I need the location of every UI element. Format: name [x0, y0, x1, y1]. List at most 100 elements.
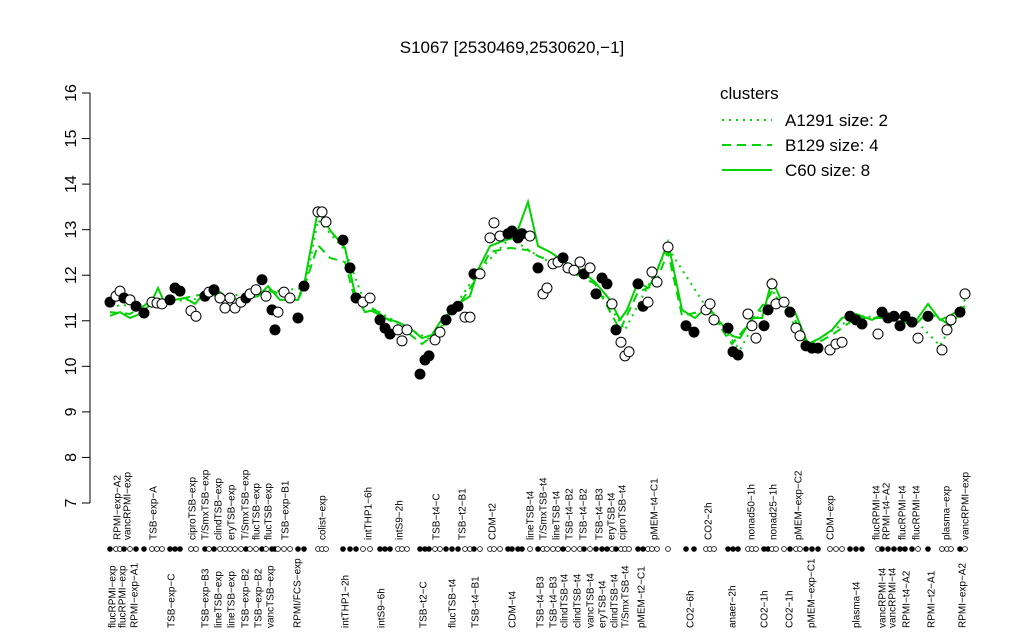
point — [506, 225, 518, 237]
x-tick-label: intS9−6h — [377, 588, 388, 628]
point — [766, 278, 778, 290]
rug-marker — [227, 546, 233, 552]
point — [688, 326, 700, 338]
x-tick-label: TSB−exp−B2 — [241, 568, 252, 628]
point — [524, 230, 536, 242]
rug-marker — [691, 546, 697, 552]
x-tick-label: intTHP1−6h — [364, 487, 375, 540]
rug-marker — [839, 546, 845, 552]
rug-marker — [859, 546, 865, 552]
rug-marker — [833, 546, 839, 552]
x-tick-label: eryTSB−t4 — [598, 580, 609, 628]
rug-marker — [188, 546, 194, 552]
point — [292, 312, 304, 324]
point — [590, 288, 602, 300]
rug-marker — [275, 546, 281, 552]
x-tick-label: clindTSB−t4 — [610, 573, 621, 628]
x-tick-label: RPMI−exp−A2 — [113, 475, 124, 540]
rug-marker — [432, 546, 438, 552]
rug-marker — [193, 546, 199, 552]
point — [574, 256, 586, 268]
point — [750, 332, 762, 344]
rug-marker — [247, 546, 253, 552]
point — [732, 349, 744, 361]
x-tick-label: anaer−2h — [728, 585, 739, 628]
x-tick-label: CDM−t4 — [508, 591, 519, 628]
rug-marker — [287, 546, 293, 552]
rug-marker — [649, 546, 655, 552]
point — [784, 306, 796, 318]
rug-marker — [885, 546, 891, 552]
rug-marker — [477, 546, 483, 552]
rug-marker — [238, 546, 244, 552]
rug-marker — [127, 546, 133, 552]
rug-marker — [426, 546, 432, 552]
point — [320, 216, 332, 228]
rug-marker — [437, 546, 443, 552]
rug-marker — [948, 546, 954, 552]
x-tick-label: CO2−2h — [704, 502, 715, 540]
point — [474, 268, 486, 280]
rug-marker — [141, 546, 147, 552]
cluster-line — [109, 243, 966, 350]
x-tick-label: TSB−exp−B3 — [201, 568, 212, 628]
rug-marker — [387, 546, 393, 552]
rug-marker — [177, 546, 183, 552]
x-tick-label: nonad25−1h — [769, 484, 780, 540]
x-tick-label: pMEM−exp−C2 — [794, 470, 805, 540]
rug-marker — [773, 546, 779, 552]
y-tick-label: 16 — [63, 84, 80, 102]
point — [214, 292, 226, 304]
point — [557, 252, 569, 264]
rug-marker — [497, 546, 503, 552]
x-tick-label: flucRPMI−t4 — [898, 485, 909, 540]
rug-marker — [211, 546, 217, 552]
x-tick-label: plasma−exp — [942, 485, 953, 540]
point — [708, 314, 720, 326]
point — [610, 324, 622, 336]
rug-marker — [347, 546, 353, 552]
rug-marker — [560, 546, 566, 552]
rug-marker — [491, 546, 497, 552]
point — [778, 296, 790, 308]
rug-marker — [781, 546, 787, 552]
x-tick-label: TSB−t4−B3 — [536, 576, 547, 628]
point — [396, 335, 408, 347]
x-tick-label: TSB−exp−B1 — [281, 480, 292, 540]
rug-marker — [404, 546, 410, 552]
x-tick-label: plasma−t4 — [852, 581, 863, 628]
point — [722, 322, 734, 334]
rug-marker — [323, 546, 329, 552]
x-tick-label: flucRPMI−exp — [108, 565, 119, 628]
rug-marker — [455, 546, 461, 552]
x-tick-label: eryTSB−exp — [227, 484, 238, 540]
legend-label: B129 size: 4 — [785, 136, 879, 155]
x-tick-label: T/SmxTSB−exp — [241, 469, 252, 540]
chart-title: S1067 [2530469,2530620,−1] — [400, 38, 625, 57]
rug-marker — [939, 546, 945, 552]
rug-marker — [847, 546, 853, 552]
point — [899, 310, 911, 322]
point — [452, 300, 464, 312]
rug-marker — [295, 546, 301, 552]
rug-marker — [107, 546, 113, 552]
rug-marker — [301, 546, 307, 552]
rug-marker — [565, 546, 571, 552]
x-tick-label: CDM−t2 — [488, 503, 499, 540]
point — [138, 307, 150, 319]
point — [224, 292, 236, 304]
x-tick-label: pMEM−t4−C1 — [650, 478, 661, 540]
rug-marker — [167, 546, 173, 552]
point — [742, 308, 754, 320]
x-tick-label: CO2−6h — [686, 590, 697, 628]
point — [337, 234, 349, 246]
rug-marker — [555, 546, 561, 552]
point — [250, 284, 262, 296]
rug-marker — [172, 546, 178, 552]
legend-label: C60 size: 8 — [785, 161, 870, 180]
rug-marker — [217, 546, 223, 552]
x-tick-label: TSB−t4−B2 — [579, 488, 590, 540]
rug-marker — [471, 546, 477, 552]
point — [912, 332, 924, 344]
point — [632, 278, 644, 290]
